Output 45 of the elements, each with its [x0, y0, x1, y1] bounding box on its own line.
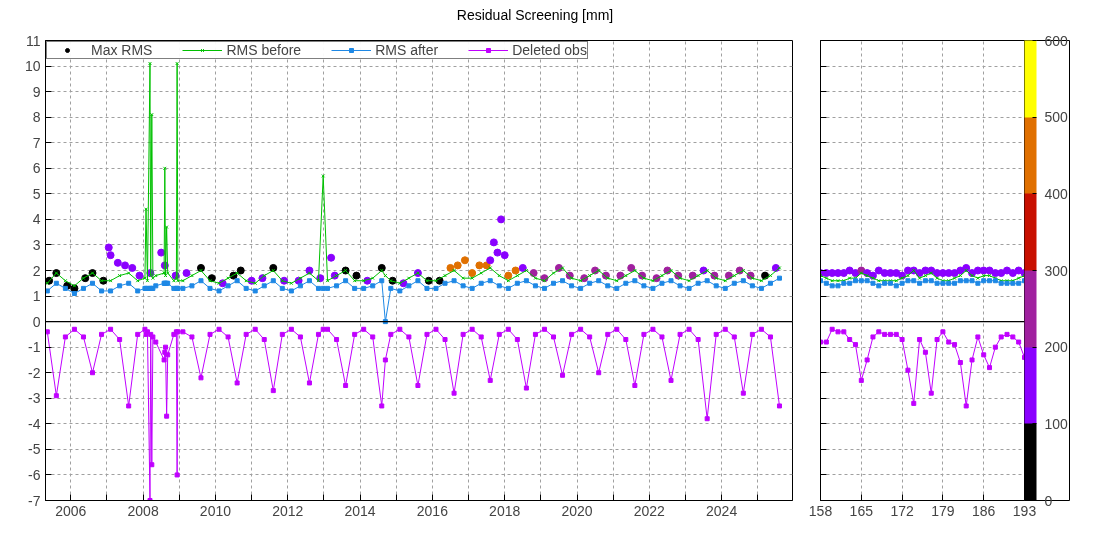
x-tick-label: 158: [808, 502, 833, 519]
x-tick-label: 2012: [272, 502, 304, 519]
y-tick-label: 7: [32, 134, 41, 151]
color-bar-label: 500: [1044, 109, 1069, 126]
color-bar-label: 100: [1044, 415, 1069, 432]
legend-label: Deleted obs: [512, 42, 587, 58]
x-tick-label: 2024: [706, 502, 738, 519]
y-tick-label: 0: [32, 313, 41, 330]
y-tick-label: -3: [28, 390, 41, 407]
legend-label: RMS before: [226, 42, 302, 58]
x-tick-label: 2022: [633, 502, 666, 519]
y-tick-label: 3: [32, 236, 41, 253]
color-bar-label: 200: [1044, 339, 1069, 356]
y-tick-label: -4: [28, 415, 41, 432]
x-tick-label: 172: [890, 502, 914, 519]
y-tick-label: 9: [32, 83, 41, 100]
x-tick-label: 2018: [489, 502, 521, 519]
y-tick-label: -5: [28, 441, 41, 458]
color-bar-label: 300: [1044, 262, 1069, 279]
x-tick-label: 2016: [416, 502, 449, 519]
y-tick-label: -2: [28, 364, 41, 381]
x-tick-label: 179: [931, 502, 955, 519]
x-tick-label: 2010: [199, 502, 232, 519]
y-tick-label: 10: [24, 58, 41, 75]
x-tick-label: 2008: [127, 502, 159, 519]
y-tick-label: -1: [28, 339, 41, 356]
y-tick-label: -7: [28, 492, 41, 509]
y-tick-label: 1: [32, 288, 41, 305]
x-tick-label: 165: [849, 502, 874, 519]
y-tick-label: 6: [32, 160, 41, 177]
color-bar-label: 400: [1044, 185, 1069, 202]
y-tick-label: -6: [28, 466, 41, 483]
y-tick-label: 8: [32, 109, 41, 126]
legend-label: RMS after: [375, 42, 439, 58]
x-tick-label: 186: [972, 502, 996, 519]
y-tick-label: 4: [32, 211, 41, 228]
y-tick-label: 2: [32, 262, 41, 279]
x-tick-label: 2020: [561, 502, 593, 519]
legend-label: Max RMS: [91, 42, 153, 58]
x-tick-label: 193: [1012, 502, 1037, 519]
x-tick-label: 2014: [344, 502, 376, 519]
chart-title: Residual Screening [mm]: [456, 6, 614, 25]
y-tick-label: 5: [32, 185, 41, 202]
y-tick-label: 11: [25, 32, 41, 49]
x-tick-label: 2006: [55, 502, 87, 519]
